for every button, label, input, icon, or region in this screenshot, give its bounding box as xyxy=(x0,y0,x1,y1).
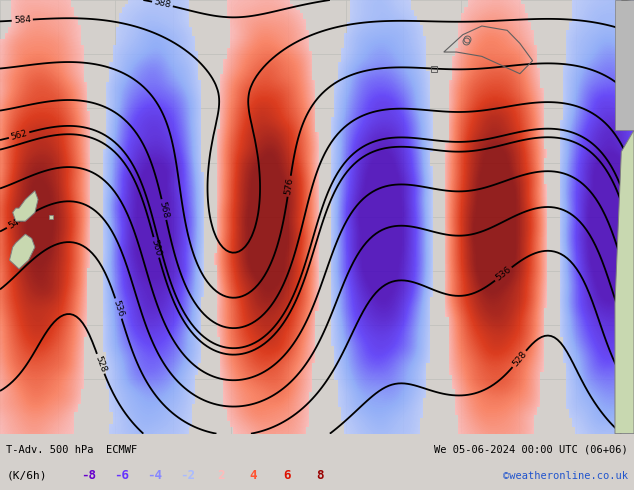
Text: 588: 588 xyxy=(153,0,172,10)
Text: -8: -8 xyxy=(81,469,96,483)
Text: ©weatheronline.co.uk: ©weatheronline.co.uk xyxy=(503,471,628,481)
Text: We 05-06-2024 00:00 UTC (06+06): We 05-06-2024 00:00 UTC (06+06) xyxy=(434,445,628,455)
Polygon shape xyxy=(615,0,634,130)
Text: 536: 536 xyxy=(494,265,513,283)
Polygon shape xyxy=(615,130,634,434)
Polygon shape xyxy=(13,191,38,221)
Text: -4: -4 xyxy=(147,469,162,483)
Text: 584: 584 xyxy=(13,15,31,25)
Text: 8: 8 xyxy=(316,469,323,483)
Polygon shape xyxy=(10,234,35,269)
Text: 562: 562 xyxy=(10,128,29,142)
Text: 2: 2 xyxy=(217,469,224,483)
Text: 560: 560 xyxy=(150,238,163,257)
Text: 6: 6 xyxy=(283,469,290,483)
Text: 576: 576 xyxy=(283,177,295,196)
Text: 536: 536 xyxy=(112,299,126,318)
Text: 528: 528 xyxy=(510,349,528,368)
Text: 544: 544 xyxy=(6,214,25,231)
Text: 4: 4 xyxy=(250,469,257,483)
Text: (K/6h): (K/6h) xyxy=(6,471,47,481)
Text: 528: 528 xyxy=(93,354,108,373)
Text: T-Adv. 500 hPa  ECMWF: T-Adv. 500 hPa ECMWF xyxy=(6,445,138,455)
Text: -2: -2 xyxy=(180,469,195,483)
Text: 568: 568 xyxy=(158,200,171,219)
Text: -6: -6 xyxy=(114,469,129,483)
Text: 552: 552 xyxy=(614,250,628,269)
